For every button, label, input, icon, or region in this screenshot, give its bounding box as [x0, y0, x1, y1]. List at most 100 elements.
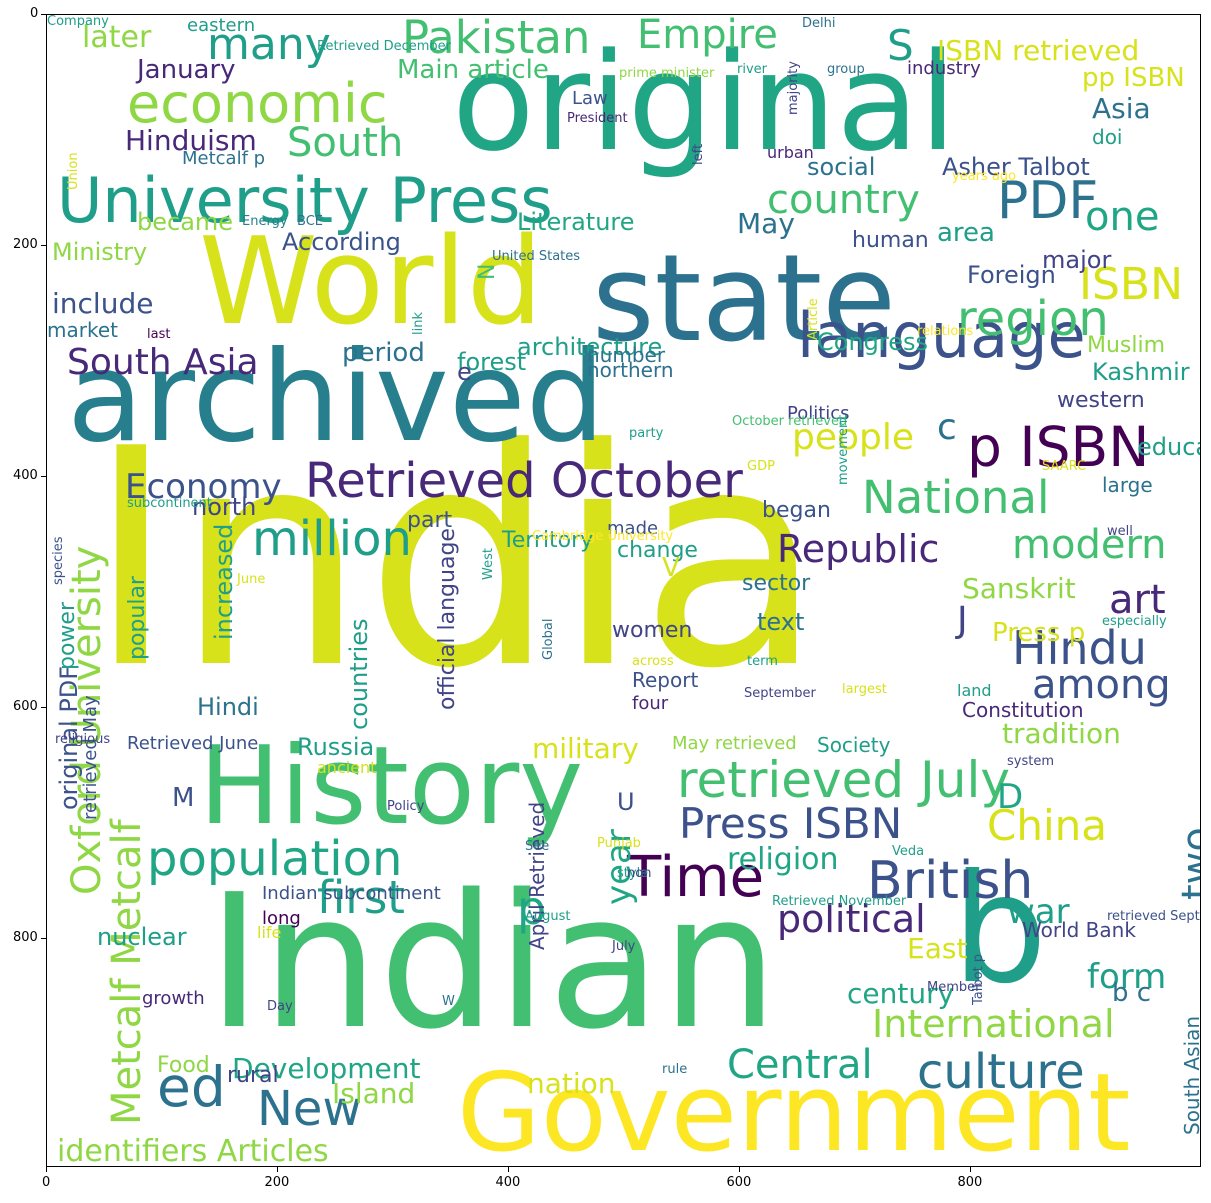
cloud-word: Member: [927, 980, 981, 995]
cloud-word: area: [937, 218, 995, 248]
cloud-word: social: [807, 153, 876, 181]
cloud-word: culture: [917, 1044, 1085, 1100]
cloud-word: modern: [1012, 522, 1167, 568]
cloud-word: South: [287, 120, 404, 166]
cloud-word: China: [987, 801, 1107, 850]
cloud-word: b: [952, 843, 1048, 1017]
cloud-word: growth: [142, 988, 205, 1009]
cloud-word: Punjab: [597, 836, 641, 851]
cloud-word: Asher Talbot: [942, 153, 1090, 181]
cloud-word: prime minister: [619, 66, 715, 81]
cloud-word: Union: [66, 152, 81, 190]
cloud-word: September: [744, 686, 816, 701]
cloud-word: period: [342, 338, 425, 368]
cloud-word: History: [199, 724, 584, 849]
cloud-word: north: [192, 493, 257, 521]
cloud-word: Pakistan: [402, 14, 591, 64]
cloud-word: political: [777, 897, 926, 941]
cloud-word: style: [617, 866, 649, 881]
cloud-word: increased: [210, 523, 238, 640]
cloud-word: Law: [572, 88, 608, 109]
cloud-word: January: [137, 55, 236, 85]
cloud-word: Report: [632, 668, 699, 692]
cloud-word: N: [475, 263, 500, 280]
cloud-word: link: [411, 312, 426, 335]
cloud-word: W: [442, 994, 455, 1009]
cloud-word: University Press: [57, 164, 553, 237]
cloud-word: Congress: [817, 328, 928, 356]
cloud-word: region: [957, 291, 1109, 347]
cloud-word: nation: [527, 1067, 616, 1100]
cloud-word: architecture: [517, 333, 663, 361]
cloud-word: became: [137, 208, 234, 236]
cloud-word: Company: [47, 14, 109, 29]
cloud-word: later: [82, 20, 152, 55]
cloud-word: Island: [332, 1077, 416, 1110]
cloud-word: group: [827, 62, 865, 77]
cloud-word: urban: [767, 143, 814, 162]
cloud-word: Energy: [242, 214, 288, 229]
cloud-word: April Retrieved: [525, 801, 549, 950]
cloud-word: e: [457, 358, 472, 386]
cloud-word: SAARC: [1042, 459, 1087, 474]
cloud-word: Retrieved November: [772, 894, 907, 909]
cloud-word: Cambridge University: [532, 529, 674, 544]
cloud-word: According: [282, 228, 401, 256]
cloud-word: million: [252, 511, 412, 567]
cloud-word: eastern: [187, 15, 256, 36]
cloud-word: c: [937, 407, 957, 448]
cloud-word: M: [172, 783, 195, 813]
cloud-word: Hindu: [1012, 621, 1147, 675]
y-tick-label: 400: [13, 468, 38, 483]
y-tick-mark: [41, 937, 46, 939]
cloud-word: Ministry: [52, 238, 148, 266]
cloud-word: ISBN retrieved: [937, 34, 1140, 67]
cloud-word: See: [525, 839, 550, 854]
x-tick-label: 200: [264, 1175, 290, 1190]
cloud-word: economic: [127, 72, 388, 135]
cloud-word: relations: [917, 324, 974, 339]
cloud-word: northern: [587, 358, 674, 382]
x-tick-mark: [738, 1167, 740, 1172]
cloud-word: D: [997, 777, 1024, 817]
y-tick-mark: [41, 13, 46, 15]
cloud-word: Indian subcontinent: [262, 883, 441, 904]
cloud-word: Global: [541, 618, 556, 660]
x-tick-mark: [45, 1167, 47, 1172]
cloud-word: number: [587, 343, 666, 367]
cloud-word: official language: [435, 528, 460, 710]
cloud-word: retrieved September: [1107, 909, 1200, 924]
cloud-word: tradition: [1002, 717, 1121, 750]
y-tick-mark: [41, 244, 46, 246]
cloud-word: p: [517, 881, 547, 935]
word-cloud: India Indian original World state archived His…: [47, 14, 1200, 1167]
cloud-word: Government: [457, 1051, 1131, 1167]
x-tick-label: 600: [726, 1175, 752, 1190]
cloud-word: original: [452, 24, 957, 181]
cloud-word: education: [1137, 433, 1200, 461]
cloud-word: Literature: [517, 208, 635, 236]
cloud-word: retrieved May: [80, 695, 101, 820]
cloud-word: last: [147, 327, 171, 342]
cloud-word: BCE: [297, 214, 323, 229]
x-tick-label: 400: [495, 1175, 521, 1190]
cloud-word: Time: [627, 845, 765, 910]
cloud-word: Hinduism: [125, 124, 257, 157]
cloud-word: b c: [1112, 978, 1152, 1008]
cloud-word: majority: [786, 61, 801, 115]
cloud-word: religion: [727, 842, 839, 877]
cloud-word: Policy: [387, 799, 425, 814]
cloud-word: Russia: [297, 733, 375, 761]
cloud-word: well: [1107, 524, 1133, 539]
cloud-word: across: [632, 654, 674, 669]
cloud-word: large: [1102, 473, 1153, 497]
cloud-word: Territory: [502, 528, 594, 553]
x-tick-mark: [969, 1167, 971, 1172]
y-tick-mark: [41, 706, 46, 708]
cloud-word: war: [1007, 892, 1070, 932]
cloud-word: largest: [842, 682, 887, 697]
y-tick-label: 600: [13, 699, 38, 714]
cloud-word: Hindi: [197, 693, 259, 721]
cloud-word: ancient: [317, 758, 377, 777]
cloud-word: ISBN: [1079, 259, 1184, 310]
